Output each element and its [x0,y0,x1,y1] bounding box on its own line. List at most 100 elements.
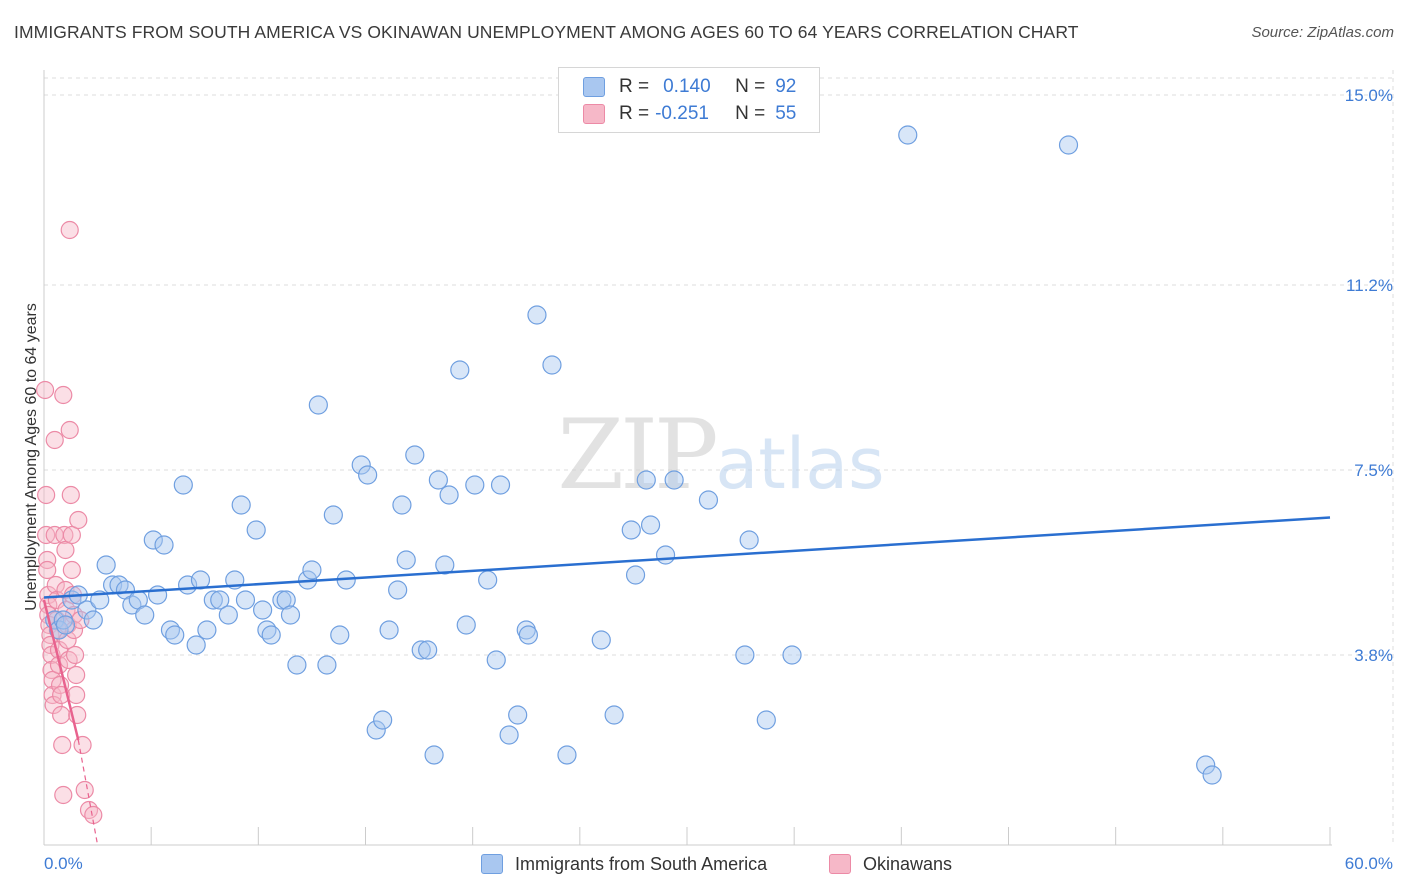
okinawans-point [69,510,88,530]
south-america-point [621,520,641,540]
south-america-point [392,495,412,515]
legend-n-value: 92 [775,76,797,97]
south-america-point [435,555,455,575]
south-america-point [135,605,155,625]
legend-r-value: -0.251 [655,103,709,124]
legend-row-south-america: R = 0.140 N = 92 [583,74,796,100]
okinawans-point [37,485,56,505]
south-america-point [330,625,350,645]
south-america-point [143,530,163,550]
south-america-point [358,465,378,485]
axes [43,70,1332,846]
y-tick-label: 15.0% [1345,86,1393,105]
bottom-legend-okinawans: Okinawans [829,851,952,877]
south-america-point [456,615,476,635]
okinawans-point [45,430,64,450]
south-america-point [147,585,168,605]
legend-r-value: 0.140 [663,76,711,97]
south-america-point [604,705,624,725]
south-america-point [302,560,322,580]
south-america-point [424,745,444,765]
south-america-point [396,550,416,570]
south-america-point [735,645,755,665]
south-america-point [83,610,103,630]
south-america-point [351,455,371,475]
south-america-point [366,720,386,740]
chart-title: IMMIGRANTS FROM SOUTH AMERICA VS OKINAWA… [14,22,1079,42]
south-america-point [739,530,759,550]
south-america-point [508,705,528,725]
south-america-point [77,600,97,620]
south-america-point [640,515,661,535]
south-america-point [308,395,328,415]
okinawans-point [60,220,79,240]
x-tick-label-start: 0.0% [44,854,83,873]
bottom-legend-label: Immigrants from South America [515,853,768,874]
legend-swatch-pink [583,104,605,124]
y-tick-label: 3.8% [1354,646,1393,665]
okinawans-point [52,705,71,725]
south-america-point [490,475,511,495]
legend-row-okinawans: R = -0.251 N = 55 [583,101,796,127]
okinawans-point [54,785,73,805]
south-america-point [280,605,301,625]
okinawans-point [35,380,55,400]
south-america-point [1196,755,1216,775]
south-america-point [154,535,174,555]
south-america-point [405,445,425,465]
okinawans-point [55,525,74,545]
south-america-point [287,655,307,675]
south-america-point [272,590,292,610]
south-america-point [782,645,802,665]
okinawans-trend-line [42,599,80,741]
x-tick-label-end: 60.0% [1345,854,1393,873]
okinawans-point [56,540,75,560]
okinawans-points [35,220,103,825]
south-america-point [197,620,217,640]
legend-r-label: R = [619,103,650,124]
south-america-point [173,475,193,495]
south-america-point [373,710,393,730]
y-axis-label: Unemployment Among Ages 60 to 64 years [23,303,40,611]
south-america-point [527,305,547,325]
south-america-point [428,470,448,490]
y-tick-label: 7.5% [1354,461,1393,480]
south-america-point [122,595,142,615]
south-america-point [317,655,337,675]
south-america-point [499,725,519,745]
south-america-point [486,650,506,670]
south-america-point [203,590,223,610]
bottom-legend-label: Okinawans [863,853,953,874]
south-america-point [261,625,281,645]
south-america-point [898,125,918,145]
bottom-legend-south-america: Immigrants from South America [481,851,767,877]
south-america-point [418,640,438,660]
south-america-point [557,745,577,765]
watermark-zip: ZIP [557,399,716,511]
south-america-trend-line [43,516,1331,599]
south-america-point [636,470,656,490]
south-america-point [465,475,485,495]
south-america-point [210,590,230,610]
south-america-point [439,485,459,505]
legend-n-label: N = [735,103,766,124]
legend-n-label: N = [735,76,766,97]
okinawans-point [73,735,92,755]
south-america-point [165,625,185,645]
south-america-point [518,625,538,645]
south-america-point [218,605,238,625]
south-america-point [411,640,431,660]
trend-lines [42,516,1331,846]
south-america-point [478,570,498,590]
south-america-point [625,565,646,585]
south-america-point [655,545,676,565]
y-tick-labels: 3.8% 7.5% 11.2% 15.0% [1345,86,1393,665]
south-america-point [542,355,562,375]
okinawans-point [60,420,79,440]
x-tick-labels: 0.0% 60.0% [44,854,1393,873]
okinawans-point [53,735,72,755]
south-america-point [235,590,256,610]
south-america-point [253,600,273,620]
south-america-point [698,490,719,510]
bottom-legend-swatch-pink [829,854,851,874]
